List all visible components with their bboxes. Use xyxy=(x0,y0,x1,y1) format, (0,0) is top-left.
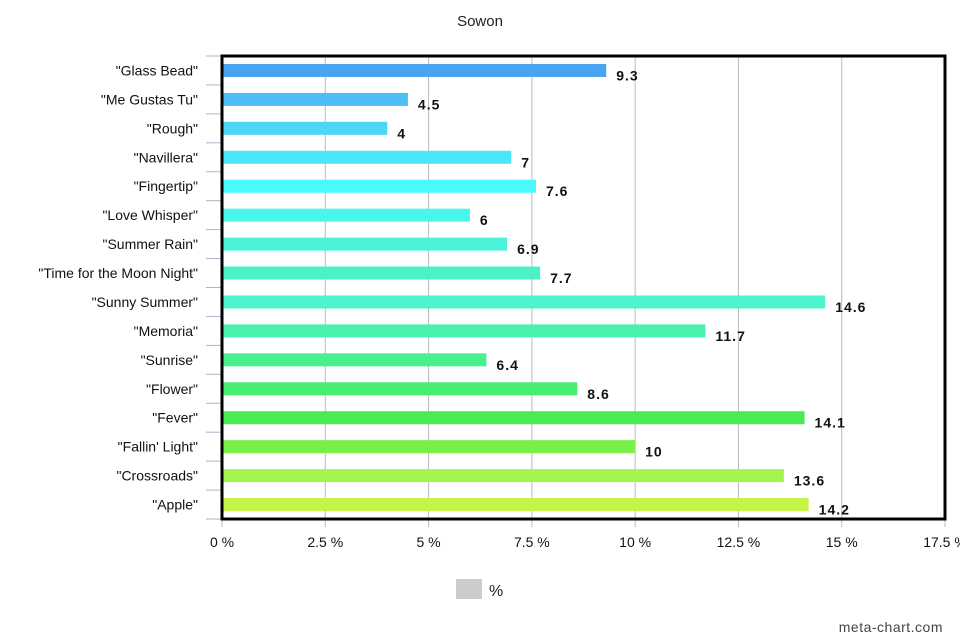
category-label: "Rough" xyxy=(147,120,198,136)
x-axis-ticks: 0 % 2.5 % 5 % 7.5 % 10 % 12.5 % 15 % 17.5 % xyxy=(210,534,960,550)
category-label: "Crossroads" xyxy=(116,468,198,484)
data-label: 7.7 xyxy=(550,270,572,286)
legend-swatch[interactable] xyxy=(456,579,482,599)
data-label: 6.4 xyxy=(496,357,518,373)
value-labels: 9.3 4.5 4 7 7.6 6 6.9 7.7 14.6 11.7 6.4 8.6 14.1 10 13… xyxy=(397,67,866,518)
data-label: 4 xyxy=(397,125,406,141)
data-label: 8.6 xyxy=(587,386,609,402)
bar[interactable] xyxy=(222,92,408,106)
bar[interactable] xyxy=(222,411,805,425)
bar[interactable] xyxy=(222,208,470,222)
bar[interactable] xyxy=(222,353,487,367)
category-label: "Navillera" xyxy=(134,149,198,165)
category-label: "Memoria" xyxy=(134,323,198,339)
category-label: "Flower" xyxy=(146,381,198,397)
x-tick-label: 17.5 % xyxy=(923,534,960,550)
category-label: "Love Whisper" xyxy=(102,207,198,223)
credit-text: meta-chart.com xyxy=(839,619,943,635)
x-tick-label: 5 % xyxy=(417,534,441,550)
x-tick-label: 12.5 % xyxy=(717,534,761,550)
bar[interactable] xyxy=(222,498,809,512)
plot-frame xyxy=(220,54,947,521)
data-label: 14.1 xyxy=(815,415,846,431)
x-tick-label: 15 % xyxy=(826,534,858,550)
bar[interactable] xyxy=(222,440,636,454)
bar[interactable] xyxy=(222,324,706,338)
bar[interactable] xyxy=(222,266,541,280)
category-label: "Fallin' Light" xyxy=(118,439,198,455)
data-label: 10 xyxy=(645,444,663,460)
bars xyxy=(222,63,826,512)
category-label: "Fever" xyxy=(152,410,198,426)
data-label: 9.3 xyxy=(616,67,638,83)
x-tick-label: 2.5 % xyxy=(307,534,343,550)
category-label: "Sunrise" xyxy=(141,352,198,368)
bar[interactable] xyxy=(222,237,508,251)
bar[interactable] xyxy=(222,121,388,135)
category-label: "Time for the Moon Night" xyxy=(38,265,198,281)
data-label: 4.5 xyxy=(418,96,440,112)
data-label: 7.6 xyxy=(546,183,568,199)
legend[interactable]: % xyxy=(456,579,503,600)
bar[interactable] xyxy=(222,179,536,193)
data-label: 7 xyxy=(521,154,530,170)
bar[interactable] xyxy=(222,469,784,483)
chart-title: Sowon xyxy=(457,13,503,30)
x-tick-label: 10 % xyxy=(619,534,651,550)
bar[interactable] xyxy=(222,382,578,396)
category-label: "Fingertip" xyxy=(134,178,198,194)
data-label: 11.7 xyxy=(715,328,745,344)
data-label: 13.6 xyxy=(794,473,825,489)
data-label: 14.6 xyxy=(835,299,866,315)
data-label: 6 xyxy=(480,212,489,228)
category-label: "Glass Bead" xyxy=(116,62,198,78)
data-label: 6.9 xyxy=(517,241,539,257)
x-tick-label: 7.5 % xyxy=(514,534,550,550)
x-tick-label: 0 % xyxy=(210,534,234,550)
category-label: "Me Gustas Tu" xyxy=(101,91,198,107)
bar[interactable] xyxy=(222,150,512,164)
data-label: 14.2 xyxy=(819,502,850,518)
category-label: "Apple" xyxy=(152,497,198,513)
legend-label[interactable]: % xyxy=(489,583,503,600)
bar[interactable] xyxy=(222,63,607,77)
category-label: "Summer Rain" xyxy=(102,236,198,252)
category-label: "Sunny Summer" xyxy=(92,294,198,310)
category-labels: "Glass Bead" "Me Gustas Tu" "Rough" "Navill… xyxy=(38,62,198,512)
bar[interactable] xyxy=(222,295,826,309)
